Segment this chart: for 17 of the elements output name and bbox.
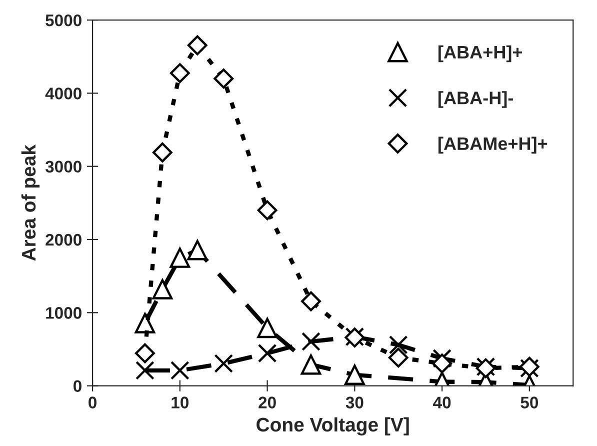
legend-label: [ABAMe+H]+ [438,136,548,154]
legend-label: [ABA+H]+ [438,45,522,62]
y-axis-title: Area of peak [21,144,40,261]
y-tick-label: 4000 [45,88,82,100]
y-tick-label: 3000 [45,160,82,173]
x-tick-label: 20 [258,396,276,408]
x-tick-label: 40 [433,396,451,408]
x-axis-title: Cone Voltage [V] [256,417,409,436]
y-tick-label: 1000 [46,307,82,319]
x-tick-label: 0 [88,396,96,408]
y-tick-label: 5000 [46,14,82,26]
x-tick-label: 10 [172,396,188,408]
y-tick-label: 2000 [46,234,82,246]
y-tick-label: 0 [74,380,82,392]
x-tick-label: 30 [346,396,364,408]
x-tick-label: 50 [520,396,538,408]
legend-label: [ABA-H]- [438,91,513,108]
